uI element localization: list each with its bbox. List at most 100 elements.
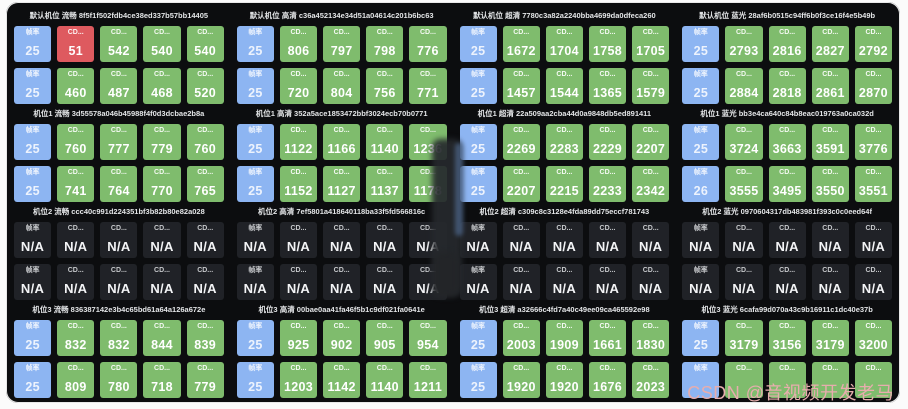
cdn-label: CD... — [735, 71, 752, 78]
cell-value: 2884 — [729, 86, 759, 100]
frame-rate-label: 帧率 — [25, 323, 40, 330]
cell-value: 1122 — [284, 142, 313, 156]
cdn-label: CD... — [865, 127, 882, 134]
cdn-label: CD... — [154, 71, 170, 78]
cdn-label: CD... — [333, 29, 350, 36]
cell-value: 1909 — [549, 338, 579, 352]
cdn-cell: CD... 1920 — [545, 362, 583, 398]
cdn-cell: CD... N/A — [854, 264, 892, 300]
cell-value: N/A — [509, 281, 533, 296]
cdn-cell: CD... 832 — [100, 320, 138, 356]
cdn-label: CD... — [599, 29, 616, 36]
cell-value: 2023 — [636, 380, 666, 394]
cdn-label: CD... — [556, 29, 573, 36]
cdn-cell: CD... 809 — [57, 362, 95, 398]
cdn-label: CD... — [419, 323, 436, 330]
cdn-label: CD... — [197, 267, 214, 274]
cell-value: 777 — [107, 142, 130, 156]
panel-title: 机位2 超清 c309c8c3128e4fda89dd75eccf781743 — [479, 207, 650, 216]
stream-panel: 机位1 高清 352a5ace1853472bbf3024ecb70b0771 帧… — [236, 107, 447, 202]
cdn-cell: CD... 1704 — [545, 26, 583, 62]
panel-title: 机位1 超清 22a509aa2cba44d0a9848db5ed891411 — [477, 109, 652, 118]
frame-rate-label: 帧率 — [693, 29, 708, 36]
cdn-cell: CD... N/A — [545, 222, 583, 258]
cdn-cell: CD... 2816 — [768, 26, 806, 62]
cdn-cell: CD... 1579 — [632, 68, 670, 104]
cdn-label: CD... — [865, 323, 882, 330]
frame-rate-label: 帧率 — [248, 169, 263, 176]
frame-rate-cell: 帧率 25 — [14, 26, 52, 62]
csdn-watermark: CSDN @音视频开发老马 — [687, 383, 894, 403]
cdn-cell: CD... 1365 — [588, 68, 627, 104]
cell-value: 1758 — [593, 44, 623, 58]
cdn-cell: CD... 756 — [366, 68, 404, 104]
frame-rate-label: 帧率 — [471, 169, 486, 176]
cell-grid: 帧率 25 CD... 806 CD... 797 CD... 798 CD... 776 帧率 25… — [236, 26, 447, 104]
cdn-label: CD... — [376, 29, 393, 36]
cell-value: 2269 — [506, 142, 536, 156]
cell-value: N/A — [329, 239, 354, 254]
cell-value: 2233 — [593, 184, 623, 198]
frame-rate-label: 帧率 — [248, 365, 263, 372]
cdn-label: CD... — [197, 127, 214, 134]
cell-value: N/A — [329, 281, 354, 296]
cdn-cell: CD... 1140 — [366, 124, 404, 160]
cell-value: 25 — [470, 184, 486, 198]
cdn-label: CD... — [865, 225, 882, 232]
cdn-cell: CD... 2215 — [545, 166, 583, 202]
cell-value: N/A — [64, 281, 88, 296]
cell-value: 1142 — [327, 380, 356, 394]
cell-value: 1676 — [593, 380, 623, 394]
cell-value: N/A — [107, 239, 131, 254]
frame-rate-label: 帧率 — [693, 71, 708, 78]
cell-value: 25 — [470, 44, 486, 58]
cell-value: N/A — [861, 281, 886, 296]
frame-rate-label: 帧率 — [471, 267, 486, 274]
panel-title: 机位3 高清 00bae0aa41fa46f5b1c9df021fa0641e — [258, 305, 425, 314]
cdn-label: CD... — [779, 225, 796, 232]
cdn-label: CD... — [556, 127, 573, 134]
cdn-cell: CD... N/A — [366, 222, 404, 258]
cdn-cell: CD... 1920 — [502, 362, 540, 398]
cell-grid: 帧率 25 CD... 2269 CD... 2283 CD... 2229 CD... 2207… — [459, 124, 670, 202]
cdn-label: CD... — [865, 29, 882, 36]
cell-value: N/A — [689, 239, 713, 254]
cdn-label: CD... — [154, 323, 170, 330]
cdn-cell: CD... 3156 — [768, 320, 806, 356]
cell-value: 1127 — [327, 184, 356, 198]
stream-panel: 机位1 蓝光 bb3e4ca640c84b8eac019763a0ca032d 帧… — [682, 107, 892, 202]
frame-rate-label: 帧率 — [693, 365, 708, 372]
cell-grid: 帧率 25 CD... 3724 CD... 3663 CD... 3591 CD... 3776… — [682, 124, 892, 202]
cdn-label: CD... — [642, 267, 659, 274]
cdn-cell: CD... 1166 — [323, 124, 361, 160]
cdn-cell: CD... 2023 — [632, 362, 670, 398]
cdn-label: CD... — [197, 169, 214, 176]
frame-rate-label: 帧率 — [693, 323, 708, 330]
cdn-cell: CD... N/A — [725, 264, 763, 300]
cdn-cell: CD... N/A — [588, 222, 627, 258]
cdn-label: CD... — [376, 225, 393, 232]
cell-value: 760 — [64, 142, 87, 156]
cdn-cell: CD... N/A — [632, 264, 670, 300]
cdn-cell: CD... 832 — [57, 320, 95, 356]
cdn-label: CD... — [419, 127, 436, 134]
frame-rate-label: 帧率 — [25, 365, 40, 372]
cdn-cell: CD... N/A — [854, 222, 892, 258]
frame-rate-label: 帧率 — [471, 225, 486, 232]
cell-value: 1579 — [636, 86, 666, 100]
frame-rate-cell: 帧率 N/A — [682, 222, 720, 258]
cdn-label: CD... — [376, 267, 393, 274]
cell-grid: 帧率 25 CD... 2003 CD... 1909 CD... 1661 CD... 1830… — [459, 320, 670, 398]
cdn-label: CD... — [735, 323, 752, 330]
cell-value: 718 — [151, 380, 173, 394]
cdn-label: CD... — [599, 267, 616, 274]
cdn-label: CD... — [333, 323, 350, 330]
cell-value: 1203 — [283, 380, 313, 394]
cdn-cell: CD... 2818 — [768, 68, 806, 104]
cdn-label: CD... — [290, 267, 307, 274]
cdn-cell: CD... 2207 — [502, 166, 540, 202]
cell-value: 25 — [470, 86, 486, 100]
cdn-label: CD... — [556, 169, 573, 176]
cell-value: N/A — [150, 239, 174, 254]
panel-title: 机位3 蓝光 6cafa99d070a43c9b16911c1dc40e37b — [701, 305, 873, 314]
